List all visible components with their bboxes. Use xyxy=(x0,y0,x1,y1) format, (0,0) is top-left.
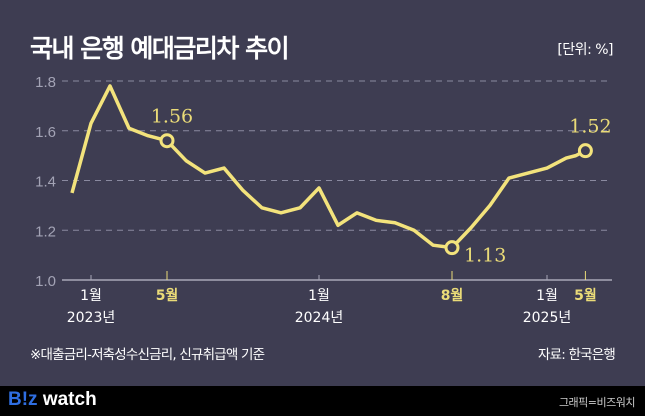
highlight-marker xyxy=(577,143,593,159)
highlight-marker xyxy=(444,240,460,256)
x-tick-month: 8월 xyxy=(441,287,464,304)
chart-title: 국내 은행 예대금리차 추이 xyxy=(30,34,290,63)
y-tick-label: 1.4 xyxy=(35,174,56,191)
data-label: 1.13 xyxy=(464,245,506,267)
x-tick-month: 5월 xyxy=(574,287,597,304)
x-tick-month: 1월 xyxy=(80,288,102,304)
data-label: 1.56 xyxy=(151,106,193,128)
x-tick-year: 2024년 xyxy=(295,310,344,326)
y-tick-label: 1.8 xyxy=(35,74,56,91)
footnote: ※대출금리-저축성수신금리, 신규취급액 기준 xyxy=(30,347,265,363)
y-tick-label: 1.6 xyxy=(35,124,56,141)
y-tick-label: 1.2 xyxy=(35,223,56,240)
data-label: 1.52 xyxy=(569,116,611,138)
x-tick-month: 1월 xyxy=(536,288,558,304)
x-tick-year: 2025년 xyxy=(523,310,572,326)
logo-watch: watch xyxy=(37,389,97,410)
x-tick-month: 1월 xyxy=(308,288,330,304)
source-label: 자료: 한국은행 xyxy=(538,347,616,363)
series-line xyxy=(70,84,587,250)
highlight-marker xyxy=(159,133,175,149)
unit-label: [단위: %] xyxy=(557,42,613,58)
x-tick-month: 5월 xyxy=(156,287,179,304)
bizwatch-logo: B!z watch xyxy=(8,389,97,411)
logo-b: B!z xyxy=(8,389,38,410)
graphic-credit: 그래픽=비즈워치 xyxy=(558,396,636,409)
x-tick-year: 2023년 xyxy=(67,310,116,326)
footer-bar: B!z watch 그래픽=비즈워치 xyxy=(0,386,645,416)
line-chart: 1.0 1.2 1.4 1.6 1.8 1월 2023년 5월 1월 2024년 8월 1월 2025년… xyxy=(35,74,612,326)
y-tick-label: 1.0 xyxy=(35,273,56,290)
